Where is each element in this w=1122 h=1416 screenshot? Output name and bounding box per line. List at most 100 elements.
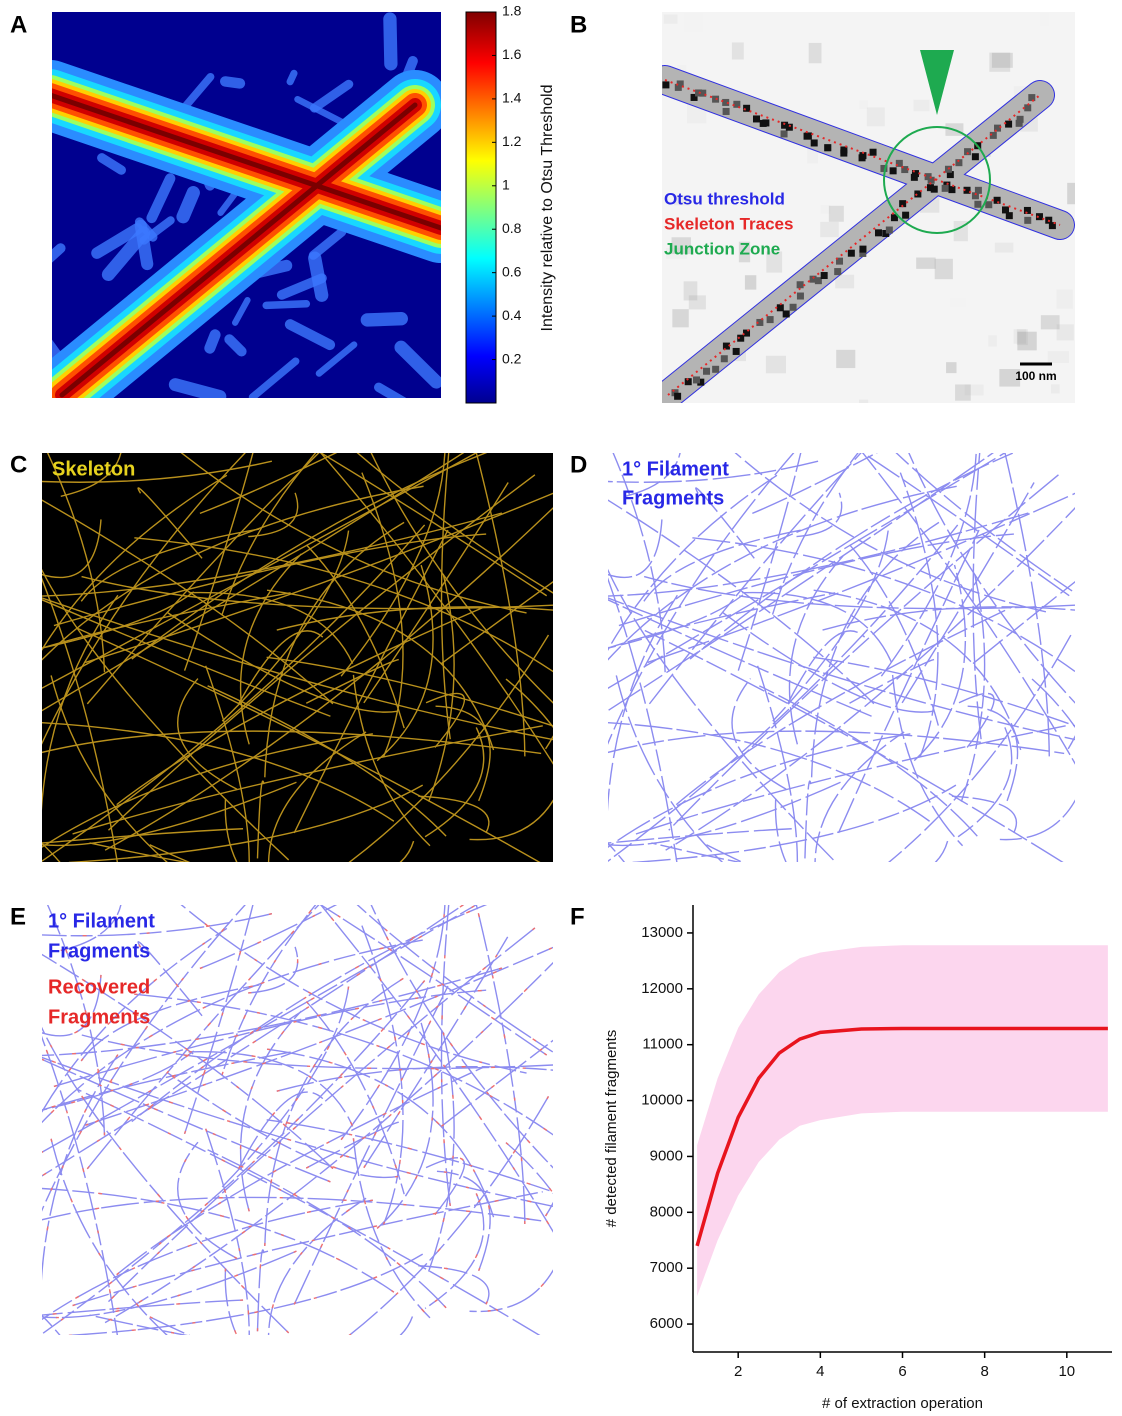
panel-letter: F [570,903,585,930]
colorbar-tick-label: 1 [502,176,510,192]
pixel [948,186,955,193]
filament-trace [773,413,892,615]
pixel [797,281,804,288]
pixel [712,366,719,373]
filament-trace [973,372,988,739]
branch [367,319,401,320]
x-axis-label: # of extraction operation [822,1395,983,1412]
x-tick-label: 10 [1058,1363,1075,1380]
filament-trace [206,1129,250,1399]
noise [829,206,844,222]
y-tick-label: 12000 [641,980,683,997]
colorbar-tick-label: 1.8 [502,3,522,19]
noise [1067,183,1082,204]
filament-trace [0,1052,291,1127]
pixel [703,368,710,375]
pixel [972,153,979,160]
pixel [1006,212,1013,219]
filament-trace [518,525,958,924]
pixel [974,201,981,208]
pixel [693,376,700,383]
pixel [821,272,828,279]
pixel [834,268,841,275]
y-tick-label: 6000 [650,1315,683,1332]
pixel [824,144,831,151]
filament-trace [836,419,1122,889]
filament-trace [200,874,396,969]
legend-skeleton: Skeleton Traces [664,214,793,233]
filament-trace [1032,679,1122,930]
pixel [790,304,797,311]
filament-trace [579,592,747,655]
pixel [848,250,855,257]
noise [1017,329,1028,345]
pixel [859,246,866,253]
y-tick-label: 9000 [650,1147,683,1164]
noise [820,222,839,237]
filament-trace [900,473,938,757]
filament-trace [222,863,353,1075]
filament-trace [752,423,931,513]
x-tick-label: 4 [816,1363,824,1380]
panel-letter: D [570,451,587,478]
filament-trace [426,1158,464,1215]
filament-trace [666,490,1092,850]
noise [745,275,756,289]
filament-trace [185,840,268,1134]
filament-trace [815,732,904,896]
filament-trace [294,986,448,1304]
filament-trace [277,1067,635,1091]
pixel [1024,207,1031,214]
filament-trace [360,880,579,1195]
filament-trace [73,1192,543,1306]
panel-e-label: 1° Filament [48,910,155,932]
filament-trace [633,785,956,862]
filament-trace [69,1254,423,1335]
branch [183,193,193,217]
filament-trace [776,799,887,932]
filament-trace [560,721,930,822]
filament-trace [0,928,227,1239]
y-tick-label: 8000 [650,1203,683,1220]
noise [821,205,831,214]
panel-letter: B [570,11,587,38]
colorbar-tick-label: 1.4 [502,90,522,106]
pixel [1017,116,1024,123]
pixel [1024,217,1031,224]
panel-c-label: Skeleton [52,458,135,480]
filament-trace [265,978,404,1246]
legend-otsu: Otsu threshold [664,189,785,208]
branch [225,81,240,83]
pixel [733,348,740,355]
pixel [942,185,949,192]
filament-trace [252,1313,414,1355]
filament-trace [90,1315,544,1364]
filament-trace [341,876,445,1140]
filament-trace [360,880,579,1195]
noise [995,243,1014,253]
filament-trace [470,1227,570,1312]
filament-trace [267,1049,494,1217]
colorbar-tick-label: 0.8 [502,220,522,236]
noise [1048,351,1069,363]
branch [141,226,147,264]
pixel [1005,121,1012,128]
pixel [985,201,992,208]
noise [950,298,966,307]
x-tick-label: 6 [898,1363,906,1380]
pixel [721,355,728,362]
branch [290,73,294,81]
filament-trace [470,1227,570,1312]
pixel [753,115,760,122]
noise [1057,324,1074,340]
noise [664,14,678,23]
pixel [886,227,893,234]
filament-trace [805,781,811,858]
recovered-image [0,820,649,1409]
filament-trace [377,1023,433,1229]
pixel [975,187,982,194]
filament-trace [69,1254,423,1335]
noise [689,295,706,309]
filament-trace [225,1268,347,1408]
noise [1040,13,1050,27]
